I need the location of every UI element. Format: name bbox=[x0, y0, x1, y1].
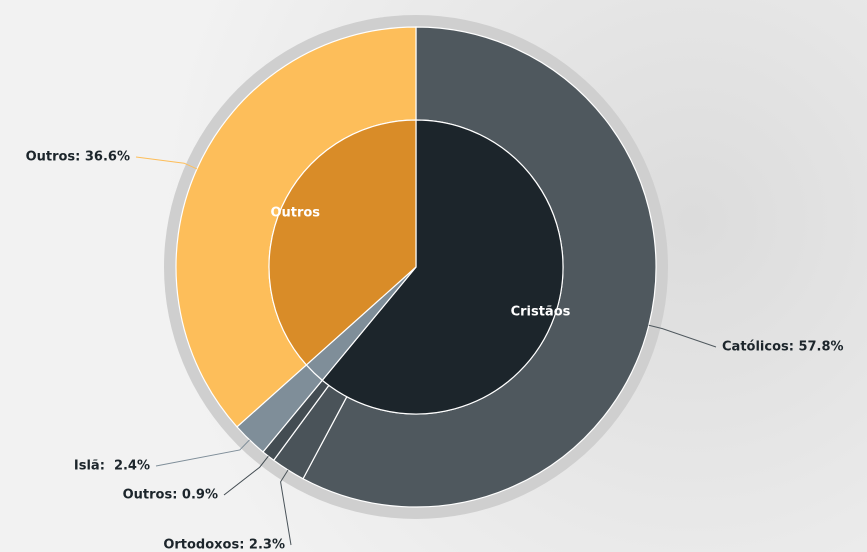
leader-line bbox=[156, 440, 250, 466]
outer-label: Ortodoxos: 2.3% bbox=[163, 538, 285, 552]
outer-label: Outros: 0.9% bbox=[123, 488, 218, 503]
outer-label: Outros: 36.6% bbox=[26, 150, 130, 165]
chart: Cristãos Outros Católicos: 57.8% Ortodoxos:… bbox=[0, 0, 867, 552]
outer-label: Islã: 2.4% bbox=[74, 459, 150, 474]
inner-label: Outros bbox=[270, 205, 320, 220]
outer-label: Católicos: 57.8% bbox=[722, 340, 844, 355]
inner-label: Cristãos bbox=[511, 304, 571, 319]
